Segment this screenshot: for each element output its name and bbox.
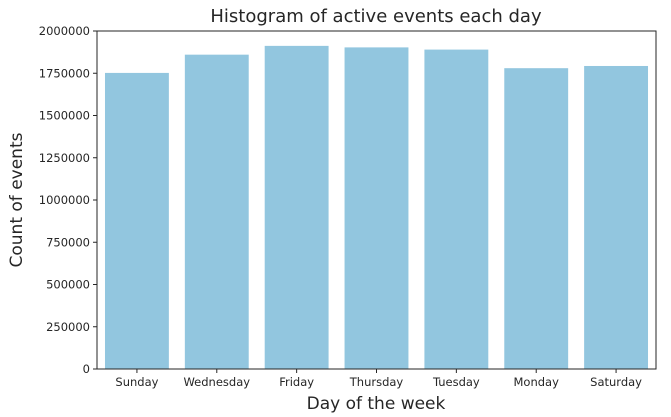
x-tick-label: Tuesday bbox=[432, 375, 480, 389]
y-tick-label: 1500000 bbox=[39, 109, 90, 123]
y-tick-label: 250000 bbox=[46, 320, 90, 334]
x-tick-label: Monday bbox=[514, 375, 560, 389]
x-tick-label: Saturday bbox=[590, 375, 642, 389]
x-tick-label: Sunday bbox=[115, 375, 158, 389]
y-axis-ticks: 0 250000 500000 750000 1000000 1250000 1500000… bbox=[39, 24, 97, 376]
bar-friday bbox=[264, 45, 329, 369]
x-axis-ticks: Sunday Wednesday Friday Thursday Tuesday Mond… bbox=[115, 369, 642, 389]
y-tick-label: 0 bbox=[83, 362, 90, 376]
y-tick-label: 1250000 bbox=[39, 151, 90, 165]
bar-wednesday bbox=[184, 54, 249, 369]
bars-group bbox=[104, 45, 649, 370]
plot-frame bbox=[96, 30, 657, 370]
y-tick-label: 1750000 bbox=[39, 66, 90, 80]
y-axis-label: Count of events bbox=[7, 132, 27, 267]
chart-title: Histogram of active events each day bbox=[210, 6, 542, 27]
x-tick-label: Friday bbox=[279, 375, 314, 389]
bar-tuesday bbox=[424, 49, 489, 370]
bar-monday bbox=[504, 68, 569, 370]
bar-saturday bbox=[584, 65, 649, 369]
x-tick-label: Thursday bbox=[349, 375, 404, 389]
y-tick-label: 750000 bbox=[46, 235, 90, 249]
x-axis-label: Day of the week bbox=[307, 394, 446, 414]
bar-sunday bbox=[104, 72, 169, 370]
y-tick-label: 1000000 bbox=[39, 193, 90, 207]
y-tick-label: 500000 bbox=[46, 278, 90, 292]
y-tick-label: 2000000 bbox=[39, 24, 90, 38]
x-tick-label: Wednesday bbox=[183, 375, 250, 389]
bar-thursday bbox=[344, 47, 409, 369]
